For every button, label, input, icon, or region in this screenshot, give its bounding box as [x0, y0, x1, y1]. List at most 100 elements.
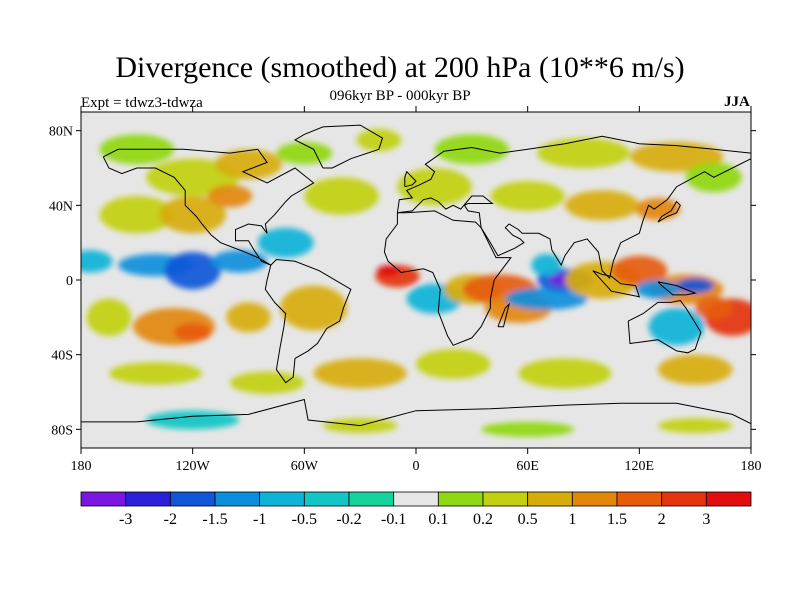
colorbar-swatch	[571, 491, 618, 507]
anomaly-blob	[99, 196, 175, 234]
lon-tick-label: 180	[71, 459, 92, 474]
anomaly-blob	[635, 197, 681, 221]
anomaly-blob	[416, 349, 491, 379]
anomaly-blob	[211, 250, 268, 273]
anomaly-blob	[635, 280, 681, 299]
coastline	[592, 270, 641, 298]
colorbar: -3 -2 -1.5 -1 -0.5 -0.2 -0.1 0.1 0.2 0.5 1 1.5 2 3	[80, 491, 752, 528]
experiment-label: Expt = tdwz3-tdwza	[81, 95, 203, 111]
anomaly-blob	[505, 287, 588, 310]
anomaly-blob	[257, 227, 314, 258]
lat-tick-label: 80N	[49, 125, 73, 140]
anomaly-blob	[695, 296, 733, 320]
coastline	[102, 148, 315, 266]
map-title: Divergence (smoothed) at 200 hPa (10**6 …	[115, 51, 685, 84]
colorbar-label: -0.1	[381, 511, 406, 528]
colorbar-label: -3	[119, 511, 132, 528]
anomaly-blob	[657, 418, 733, 434]
anomaly-blob	[676, 278, 714, 294]
anomaly-blob	[313, 358, 407, 389]
anomaly-blob	[207, 184, 253, 208]
coastline	[627, 299, 702, 354]
colorbar-swatch	[482, 491, 529, 507]
lat-tick-label: 80S	[51, 423, 73, 438]
anomaly-blob	[434, 134, 510, 165]
anomaly-blob	[536, 138, 631, 168]
anomaly-blob	[280, 285, 348, 331]
longitude-axis: 180 120W 60W 0 60E 120E 180	[71, 106, 762, 474]
anomaly-blob	[215, 149, 282, 180]
anomaly-blob	[81, 250, 113, 273]
anomaly-blob	[648, 308, 705, 346]
lon-tick-label: 60E	[516, 459, 539, 474]
coastline	[404, 170, 417, 188]
lon-tick-label: 120W	[176, 459, 211, 474]
anomaly-blob	[108, 362, 202, 385]
colorbar-label: -1.5	[202, 511, 227, 528]
colorbar-swatch	[259, 491, 305, 507]
anomaly-blob	[159, 196, 227, 234]
colorbar-swatch	[616, 491, 663, 507]
lon-tick-label: 120E	[625, 459, 655, 474]
colorbar-label: 1	[568, 511, 576, 528]
lat-tick-label: 40N	[49, 199, 73, 214]
coastlines	[81, 124, 751, 427]
colorbar-swatch	[214, 491, 261, 507]
lat-tick-label: 0	[66, 274, 73, 289]
colorbar-label: 0.2	[473, 511, 493, 528]
anomaly-blob	[276, 141, 333, 165]
anomaly-blob	[564, 190, 640, 221]
colorbar-label: -2	[164, 511, 177, 528]
lat-tick-label: 40S	[51, 349, 73, 364]
colorbar-label: 0.1	[428, 511, 448, 528]
anomaly-blob	[397, 168, 472, 206]
colorbar-swatch	[125, 491, 171, 507]
colorbar-swatch	[393, 491, 439, 507]
anomaly-blob	[630, 141, 724, 172]
coastline	[657, 200, 681, 223]
anomaly-blob	[518, 358, 612, 389]
colorbar-swatch	[348, 491, 395, 507]
lon-tick-label: 180	[741, 459, 762, 474]
anomaly-blob	[376, 265, 400, 277]
anomaly-blob	[356, 128, 402, 152]
colorbar-swatch	[437, 491, 484, 507]
colorbar-label: 2	[658, 511, 666, 528]
colorbar-swatch	[169, 491, 216, 507]
anomaly-blob	[490, 181, 565, 211]
anomaly-blob	[226, 302, 271, 333]
coastline	[81, 398, 751, 427]
latitude-axis: 80N 40N 0 40S 80S	[49, 125, 756, 438]
anomaly-blob	[146, 158, 240, 196]
season-label: JJA	[724, 94, 750, 110]
anomaly-blob	[164, 251, 221, 290]
coastline	[657, 281, 697, 296]
colorbar-swatch	[661, 491, 707, 507]
colorbar-label: 3	[702, 511, 710, 528]
anomaly-blob	[229, 371, 305, 394]
colorbar-label: 0.5	[518, 511, 538, 528]
anomaly-blob	[86, 298, 132, 337]
map-subtitle: 096kyr BP - 000kyr BP	[329, 88, 471, 104]
colorbar-label: -0.5	[292, 511, 317, 528]
colorbar-swatch	[80, 491, 127, 507]
coastline	[264, 258, 352, 384]
anomaly-blob	[481, 421, 575, 437]
colorbar-swatch	[705, 491, 752, 507]
anomaly-blob	[611, 255, 668, 286]
coastline	[396, 135, 751, 280]
coastline	[293, 124, 384, 169]
coastline	[497, 302, 511, 328]
lon-tick-label: 0	[413, 459, 420, 474]
anomaly-blob	[531, 253, 562, 277]
map-field	[81, 112, 751, 448]
colorbar-label: -0.2	[336, 511, 361, 528]
anomaly-blob	[657, 354, 733, 385]
lon-tick-label: 60W	[291, 459, 319, 474]
colorbar-label: 1.5	[607, 511, 627, 528]
anomaly-blob	[304, 177, 379, 215]
colorbar-swatch	[303, 491, 350, 507]
anomaly-blob	[174, 322, 212, 342]
colorbar-label: -1	[253, 511, 266, 528]
